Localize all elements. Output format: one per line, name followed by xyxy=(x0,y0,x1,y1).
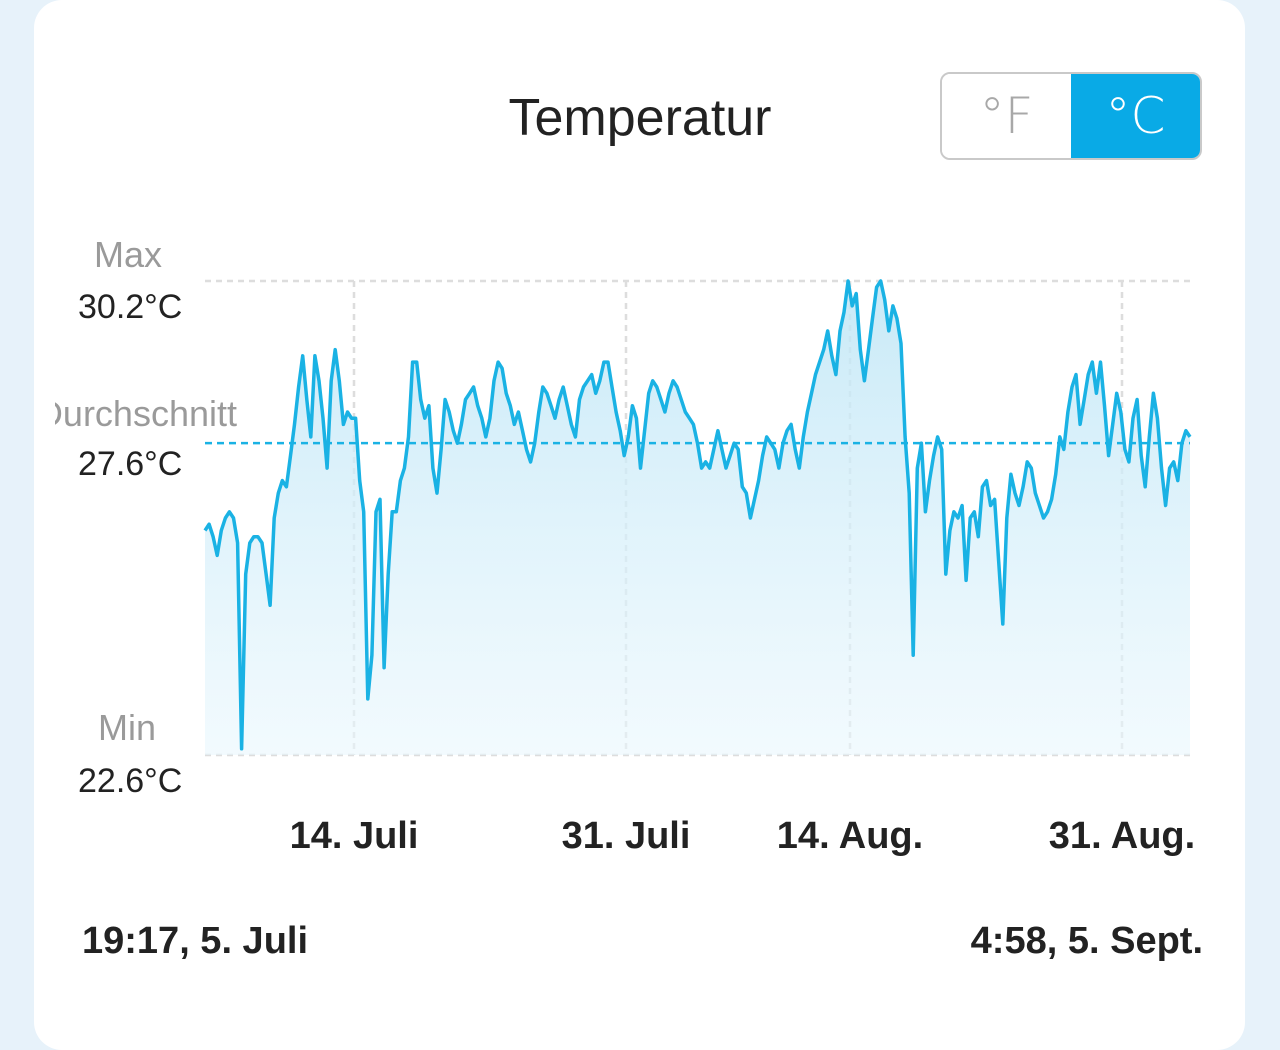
max-value: 30.2°C xyxy=(78,288,183,326)
range-end-label: 4:58, 5. Sept. xyxy=(970,920,1203,962)
chart-title: Temperatur xyxy=(508,89,772,147)
x-tick-label-1: 31. Juli xyxy=(561,815,691,857)
series-area xyxy=(205,281,1190,755)
celsius-button[interactable]: °C xyxy=(1071,74,1200,158)
avg-label: Durchschnitt xyxy=(55,393,237,434)
avg-value: 27.6°C xyxy=(78,445,183,483)
min-value: 22.6°C xyxy=(78,762,183,800)
x-tick-label-2: 14. Aug. xyxy=(776,815,924,857)
fahrenheit-button[interactable]: °F xyxy=(942,74,1071,158)
x-tick-label-3: 31. Aug. xyxy=(1048,815,1196,857)
temperature-chart xyxy=(203,279,1192,757)
x-tick-label-0: 14. Juli xyxy=(289,815,419,857)
range-start-label: 19:17, 5. Juli xyxy=(82,920,309,962)
max-label: Max xyxy=(94,234,163,275)
avg-label-clip: Durchschnitt xyxy=(55,393,245,438)
series-line xyxy=(203,279,1192,751)
unit-toggle: °F °C xyxy=(940,72,1202,160)
min-label: Min xyxy=(98,707,157,748)
